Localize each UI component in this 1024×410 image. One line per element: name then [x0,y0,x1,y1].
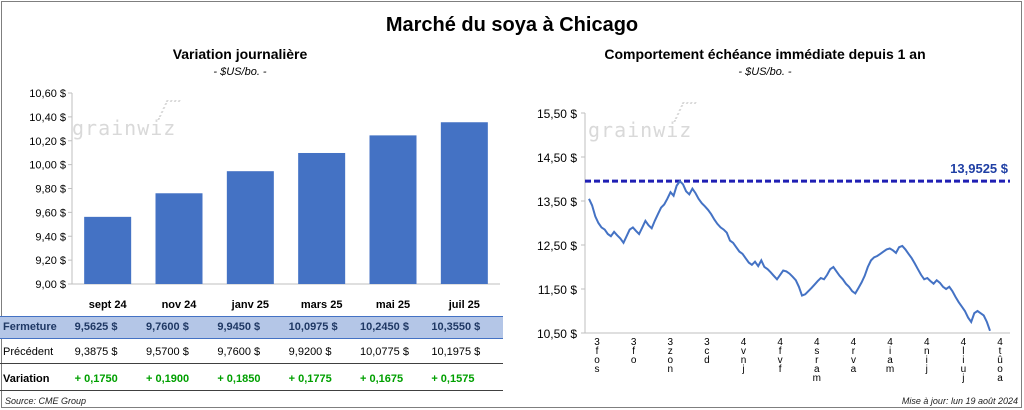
grainwiz-logo-right: grainwiz [588,118,693,142]
table-row-fermeture: Fermeture 9,5625 $ 9,7600 $ 9,9450 $ 10,097… [0,316,503,339]
y-tick-label: 9,00 $ [35,279,66,291]
x-tick-label: juil 25 [448,299,480,311]
bar [369,135,417,284]
variation-value: + 0,1900 [146,373,190,385]
fermeture-value: 9,5625 $ [74,321,118,333]
x-tick-label: sept 24 [89,299,128,311]
y-tick-label: 14,50 $ [537,151,577,165]
y-tick-label: 11,50 $ [538,283,577,297]
precedent-value: 9,3875 $ [74,346,118,358]
update-note: Mise à jour: lun 19 août 2024 [901,396,1018,406]
y-tick-label: 15,50 $ [537,107,577,121]
precedent-label: Précédent [3,346,54,358]
y-tick-label: 9,40 $ [35,231,66,243]
x-tick-label: nov 24 [162,299,198,311]
y-tick-label: 13,50 $ [537,195,577,209]
table-row-variation: Variation + 0,1750 + 0,1900 + 0,1850 + 0,17… [0,369,503,391]
series-line [588,179,991,332]
y-tick-label: 10,00 $ [29,160,66,172]
fermeture-value: 10,0975 $ [288,321,338,333]
y-tick-label: 10,40 $ [29,112,66,124]
bar [155,193,203,284]
y-tick-label: 12,50 $ [537,239,577,253]
source-note: Source: CME Group [5,396,87,406]
y-tick-label: 9,60 $ [35,207,66,219]
right-chart-title: Comportement échéance immédiate depuis 1… [604,46,926,62]
variation-value: + 0,1575 [431,373,475,385]
bar [440,122,488,284]
bar [84,216,132,284]
precedent-value: 9,7600 $ [217,346,261,358]
y-tick-label: 9,20 $ [35,255,66,267]
variation-value: + 0,1750 [74,373,118,385]
left-chart-title: Variation journalière [172,46,308,62]
precedent-value: 9,9200 $ [288,346,332,358]
fermeture-label: Fermeture [3,321,57,333]
reference-line-label: 13,9525 $ [950,161,1009,176]
y-tick-label: 10,60 $ [29,88,66,100]
table-row-precedent: Précédent 9,3875 $ 9,5700 $ 9,7600 $ 9,9200… [0,342,503,364]
left-chart-unit: - $US/bo. - [213,66,267,78]
variation-value: + 0,1850 [217,373,261,385]
main-title: Marché du soya à Chicago [385,14,639,36]
precedent-value: 9,5700 $ [146,346,189,358]
bar [226,171,274,284]
bar [298,152,346,284]
fermeture-value: 9,9450 $ [217,321,261,333]
precedent-value: 10,1975 $ [431,346,481,358]
x-tick-label: mars 25 [301,299,343,311]
y-tick-label: 10,50 $ [537,327,577,341]
variation-value: + 0,1775 [288,373,332,385]
x-tick-label: janv 25 [231,299,269,311]
x-tick-label: mai 25 [376,299,410,311]
fermeture-value: 10,3550 $ [431,321,481,333]
fermeture-value: 9,7600 $ [146,321,189,333]
precedent-value: 10,0775 $ [360,346,409,358]
right-chart-unit: - $US/bo. - [738,66,792,78]
variation-label: Variation [3,373,50,385]
grainwiz-logo-left: grainwiz [72,116,177,140]
y-tick-label: 10,20 $ [29,136,66,148]
fermeture-value: 10,2450 $ [360,321,409,333]
y-tick-label: 9,80 $ [35,184,66,196]
variation-value: + 0,1675 [360,373,404,385]
